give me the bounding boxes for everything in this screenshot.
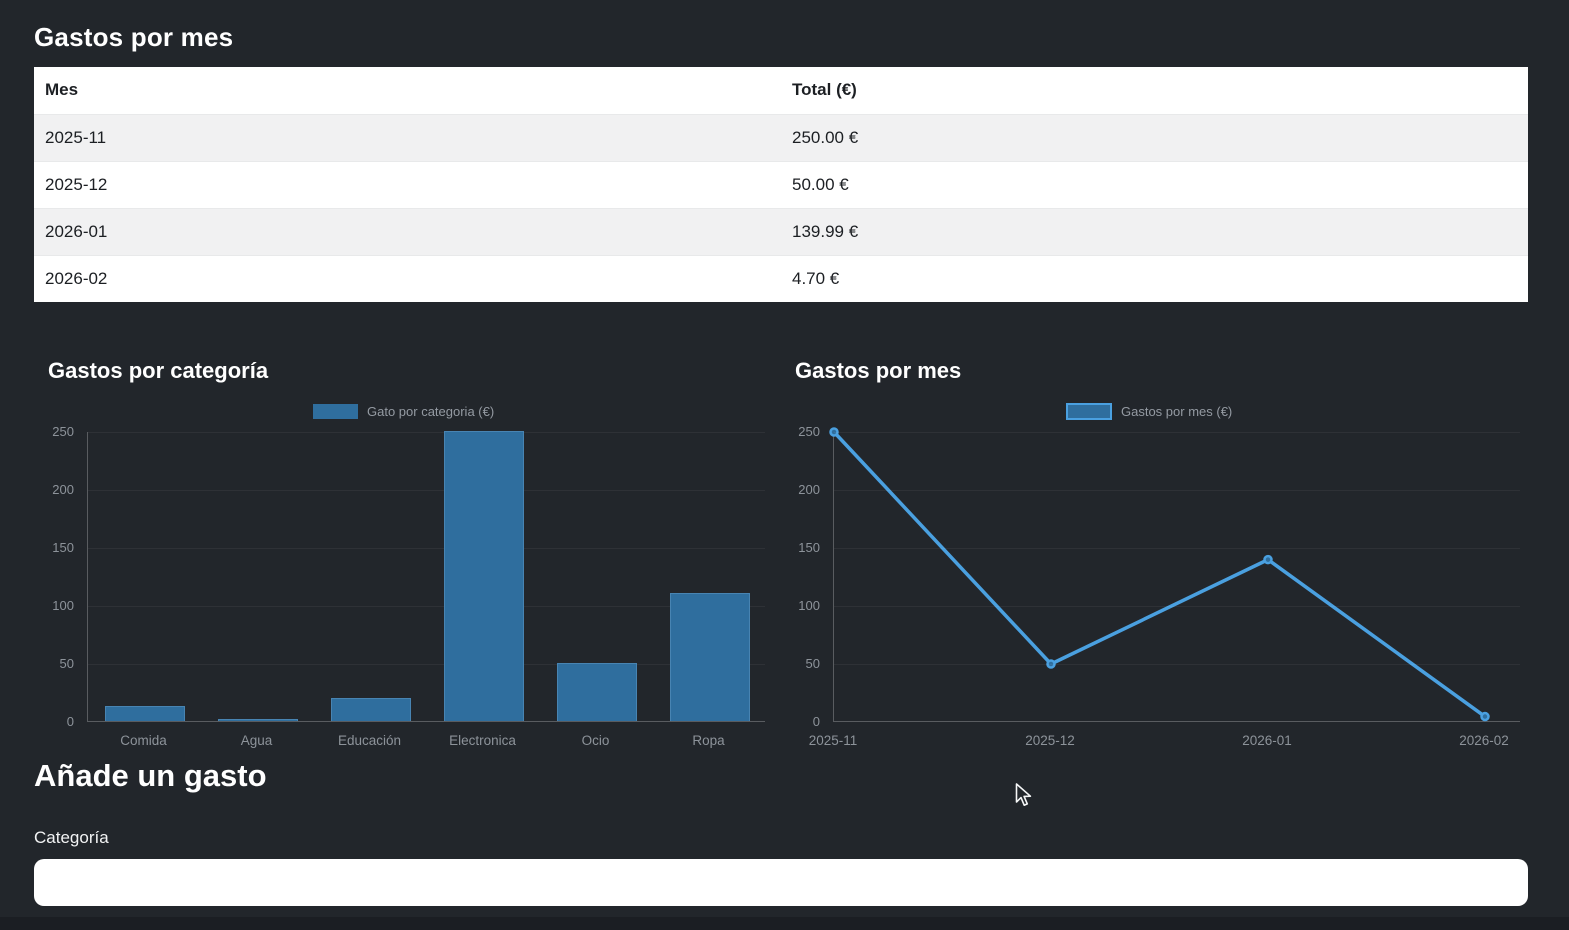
y-tick-label: 100 xyxy=(52,598,74,613)
monthly-line-chart xyxy=(829,427,1520,722)
gridline xyxy=(834,548,1520,549)
bottom-cutoff-strip xyxy=(0,917,1569,930)
bar xyxy=(104,705,185,721)
bar-legend-label: Gato por categoria (€) xyxy=(367,404,495,419)
line-legend-label: Gastos por mes (€) xyxy=(1121,404,1233,419)
monthly-chart-title: Gastos por mes xyxy=(795,358,962,383)
gridline xyxy=(88,606,765,607)
category-field-label: Categoría xyxy=(34,828,109,847)
bar-legend-swatch xyxy=(313,404,358,419)
gridline xyxy=(834,606,1520,607)
x-tick-label: Ocio xyxy=(581,733,610,748)
y-tick-label: 0 xyxy=(812,714,820,729)
monthly-chart-legend: Gastos por mes (€) xyxy=(1066,403,1232,420)
gridline xyxy=(88,664,765,665)
x-tick-label: 2025-11 xyxy=(808,733,858,748)
x-tick-label: Educación xyxy=(337,733,402,748)
data-point-marker xyxy=(1263,554,1273,565)
x-tick-label: 2026-01 xyxy=(1242,733,1292,748)
y-tick-label: 200 xyxy=(798,482,820,497)
y-tick-label: 50 xyxy=(805,656,820,671)
column-header-mes: Mes xyxy=(34,67,781,114)
data-point-marker xyxy=(1480,711,1490,722)
monthly-chart-x-axis: 2025-11 2025-12 2026-01 2026-02 xyxy=(809,733,1520,753)
category-chart-y-axis: 250 200 150 100 50 0 xyxy=(24,424,74,729)
data-point-marker xyxy=(1046,659,1056,669)
x-tick-label: Electronica xyxy=(449,733,516,748)
bar xyxy=(556,663,637,721)
table-row: 2025-11 250.00 € xyxy=(34,114,1528,161)
gridline xyxy=(834,664,1520,665)
cell-mes: 2025-12 xyxy=(34,161,781,208)
gridline xyxy=(88,490,765,491)
x-tick-label: 2025-12 xyxy=(1025,733,1075,748)
gridline xyxy=(834,432,1520,433)
cell-mes: 2026-02 xyxy=(34,255,781,302)
gridline xyxy=(88,432,765,433)
bar xyxy=(330,697,411,721)
table-row: 2026-01 139.99 € xyxy=(34,208,1528,255)
mouse-cursor-icon xyxy=(1015,783,1037,807)
y-tick-label: 250 xyxy=(52,424,74,439)
category-chart-legend: Gato por categoria (€) xyxy=(313,404,494,419)
cell-total: 139.99 € xyxy=(781,208,1528,255)
x-tick-label: 2026-02 xyxy=(1459,733,1509,748)
bar xyxy=(443,431,524,721)
x-tick-label: Comida xyxy=(120,733,167,748)
cell-mes: 2026-01 xyxy=(34,208,781,255)
y-tick-label: 100 xyxy=(798,598,820,613)
cell-mes: 2025-11 xyxy=(34,114,781,161)
category-chart-title: Gastos por categoría xyxy=(48,358,269,383)
monthly-chart-y-axis: 250 200 150 100 50 0 xyxy=(770,424,820,729)
bar xyxy=(669,593,750,721)
cell-total: 250.00 € xyxy=(781,114,1528,161)
monthly-expenses-table: Mes Total (€) 2025-11 250.00 € 2025-12 5… xyxy=(34,67,1528,302)
y-tick-label: 150 xyxy=(52,540,74,555)
table-row: 2026-02 4.70 € xyxy=(34,255,1528,302)
gridline xyxy=(88,548,765,549)
table-row: 2025-12 50.00 € xyxy=(34,161,1528,208)
y-tick-label: 50 xyxy=(59,656,74,671)
cell-total: 4.70 € xyxy=(781,255,1528,302)
y-tick-label: 200 xyxy=(52,482,74,497)
y-tick-label: 250 xyxy=(798,424,820,439)
gridline xyxy=(834,490,1520,491)
table-header-row: Mes Total (€) xyxy=(34,67,1528,114)
y-tick-label: 0 xyxy=(66,714,74,729)
category-bar-chart xyxy=(87,431,765,722)
category-chart-x-axis: Comida Agua Educación Electronica Ocio Ropa xyxy=(87,733,765,753)
bar xyxy=(217,719,298,721)
line-series xyxy=(829,427,1490,722)
category-input[interactable] xyxy=(34,859,1528,906)
y-tick-label: 150 xyxy=(798,540,820,555)
cell-total: 50.00 € xyxy=(781,161,1528,208)
page-title: Gastos por mes xyxy=(34,22,234,52)
x-tick-label: Ropa xyxy=(692,733,725,748)
data-point-marker xyxy=(829,427,839,437)
column-header-total: Total (€) xyxy=(781,67,1528,114)
x-tick-label: Agua xyxy=(240,733,273,748)
line-legend-swatch xyxy=(1066,403,1112,420)
add-expense-title: Añade un gasto xyxy=(34,758,267,793)
